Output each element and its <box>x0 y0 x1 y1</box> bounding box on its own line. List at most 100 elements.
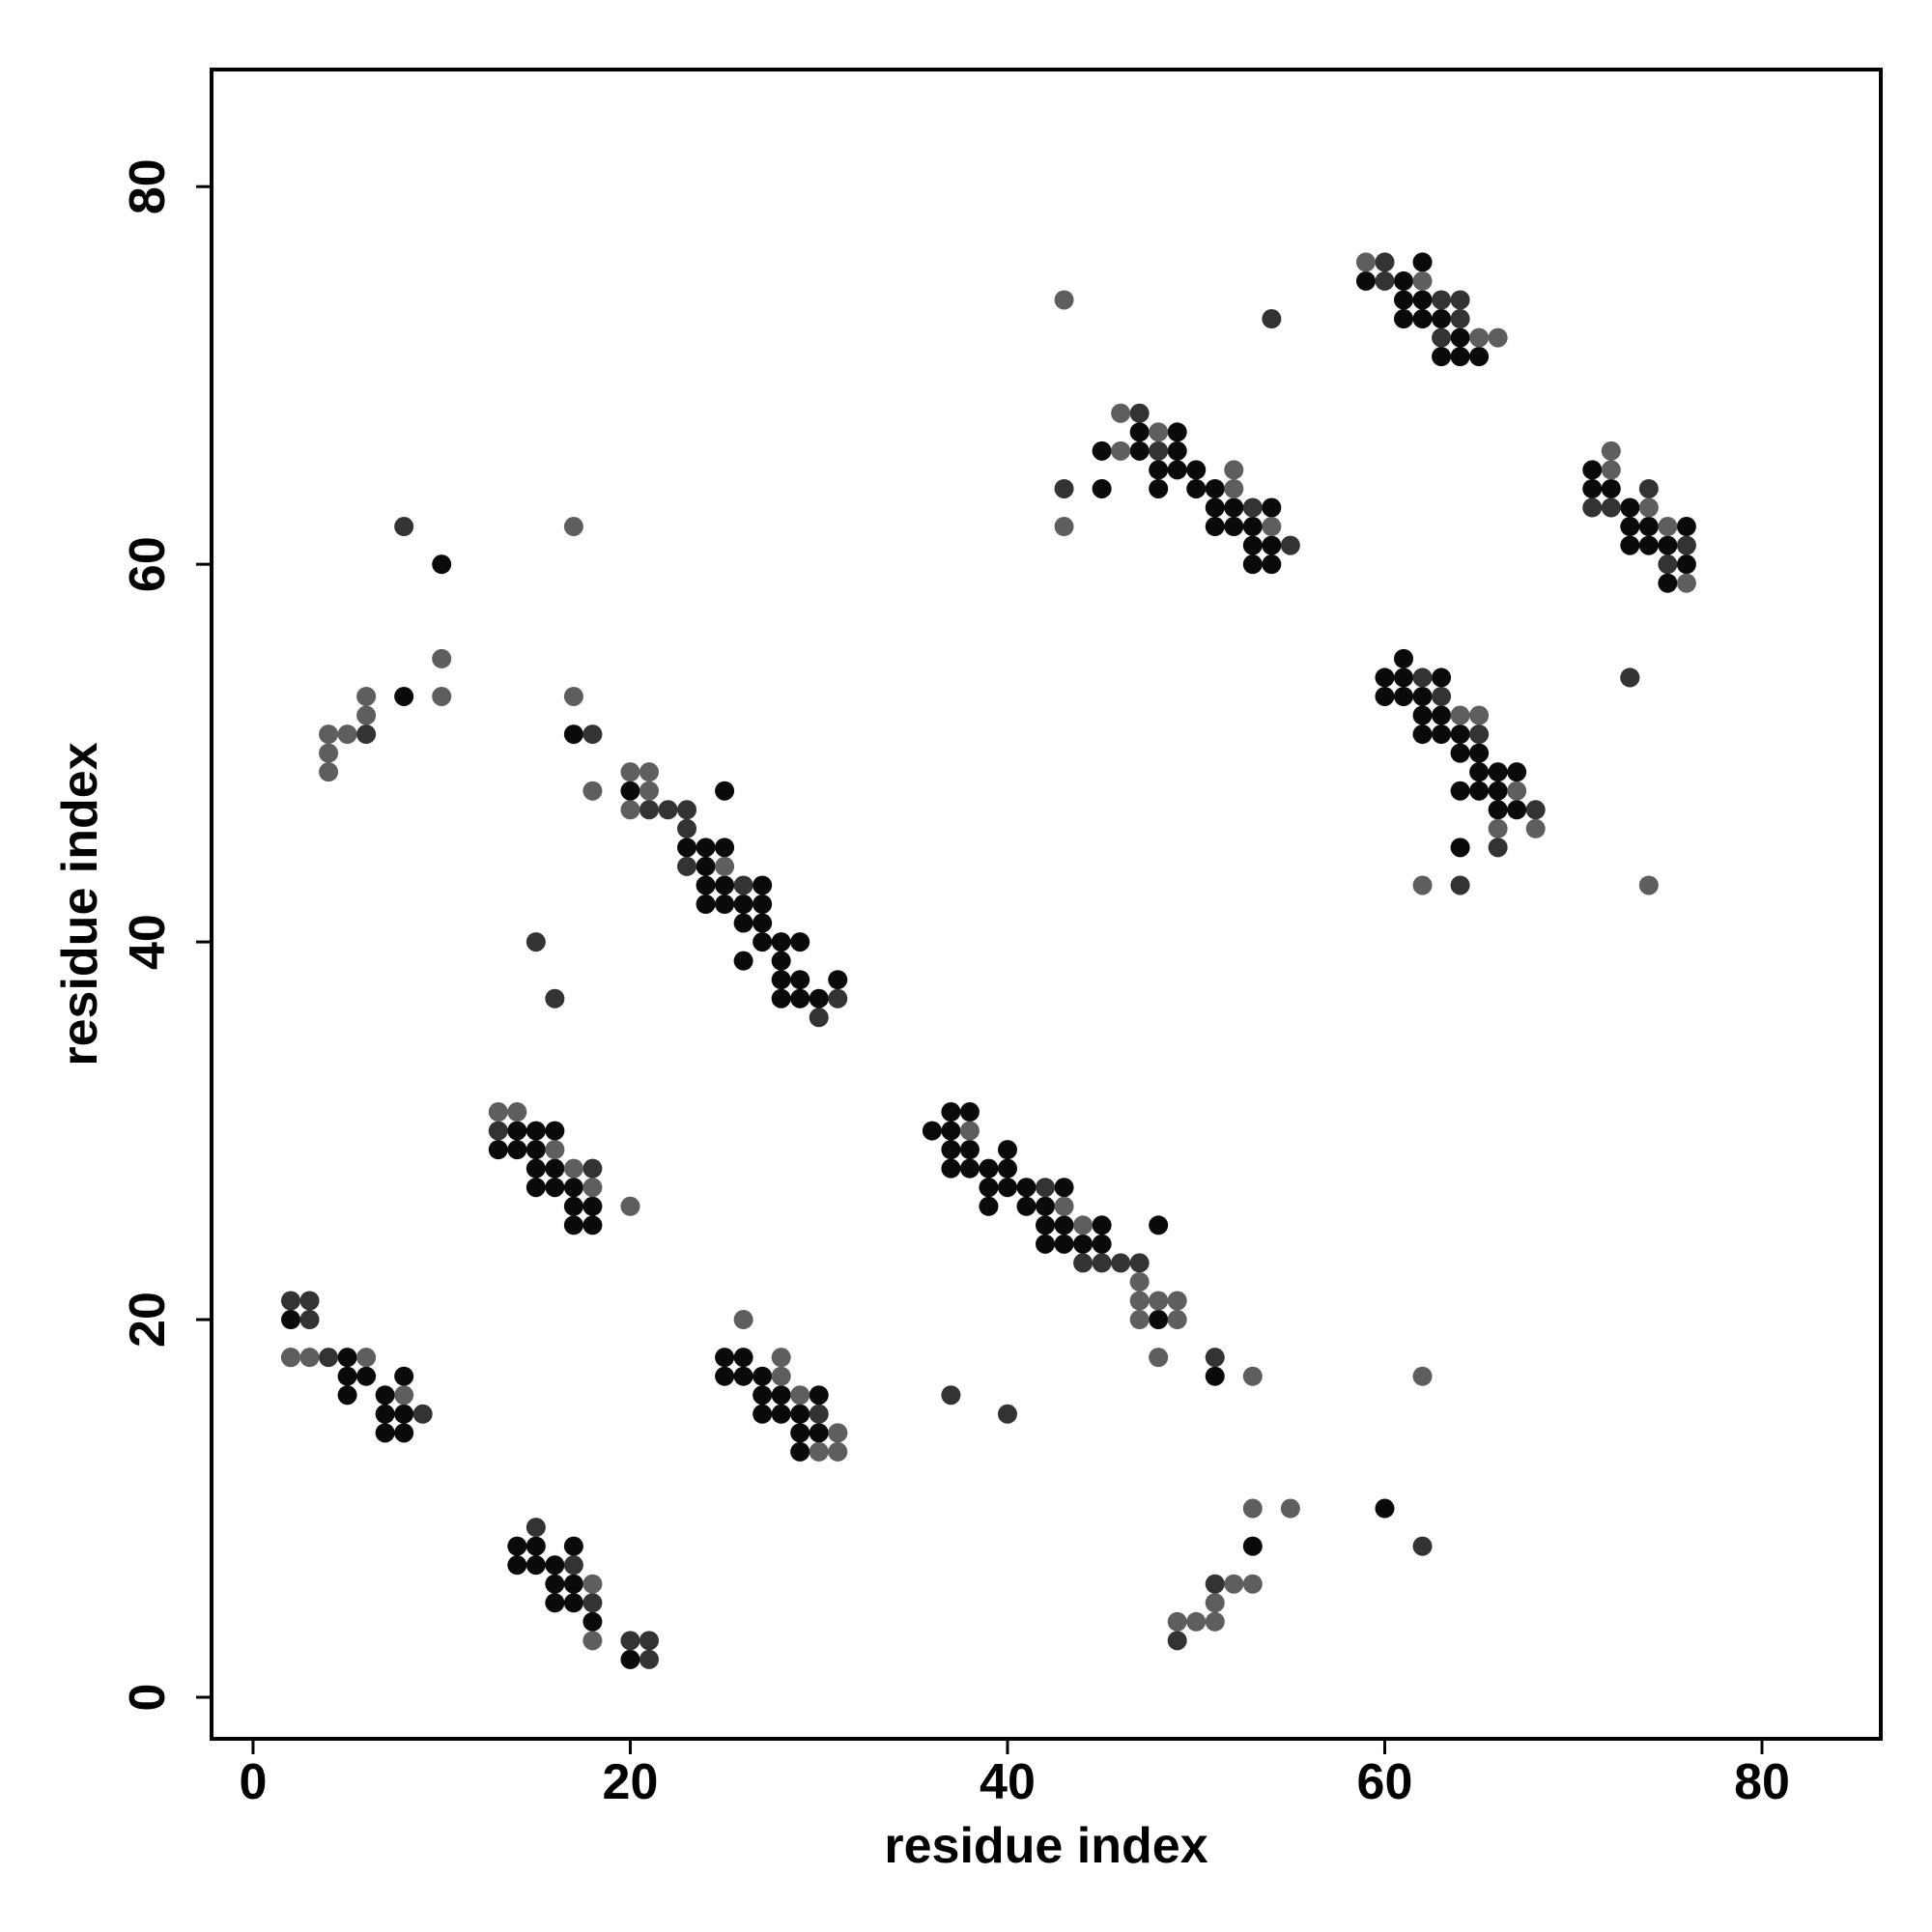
contact-point <box>394 1423 414 1443</box>
contact-point <box>1638 517 1659 537</box>
y-tick-label: 80 <box>120 158 176 214</box>
contact-point <box>1412 705 1433 725</box>
contact-point <box>563 1536 583 1556</box>
contact-point <box>696 895 716 914</box>
contact-point <box>507 1140 527 1160</box>
contact-point <box>1412 686 1433 706</box>
contact-point <box>563 1158 583 1179</box>
contact-point <box>979 1178 999 1198</box>
contact-point <box>1224 1574 1244 1594</box>
contact-point <box>1507 800 1527 820</box>
contact-point <box>337 1385 357 1406</box>
contact-point <box>582 1631 603 1651</box>
contact-point <box>1432 309 1452 329</box>
x-tick-label: 20 <box>603 1754 659 1810</box>
y-tick-label: 20 <box>120 1292 176 1348</box>
contact-point <box>1507 781 1527 801</box>
contact-point <box>1205 517 1225 537</box>
contact-point <box>1262 554 1282 575</box>
contact-point <box>753 875 773 895</box>
contact-point <box>1412 1366 1433 1386</box>
contact-point <box>1676 517 1696 537</box>
contact-point <box>1620 517 1640 537</box>
contact-point <box>1601 460 1621 480</box>
contact-point <box>488 1121 508 1141</box>
contact-point <box>639 800 659 820</box>
contact-point <box>771 988 791 1009</box>
contact-point <box>771 1385 791 1406</box>
x-tick-label: 80 <box>1734 1754 1790 1810</box>
contact-point <box>941 1102 961 1122</box>
contact-point <box>1224 497 1244 518</box>
contact-point <box>715 838 735 858</box>
contact-point <box>1658 517 1678 537</box>
contact-point <box>959 1102 980 1122</box>
contact-point <box>432 686 452 706</box>
contact-point <box>1450 347 1470 367</box>
contact-point <box>922 1121 942 1141</box>
contact-point <box>1450 309 1470 329</box>
contact-point <box>507 1121 527 1141</box>
contact-point <box>319 743 339 763</box>
contact-point <box>281 1310 301 1330</box>
contact-point <box>771 1348 791 1368</box>
contact-point <box>375 1423 395 1443</box>
contact-point <box>1016 1196 1037 1216</box>
contact-point <box>582 1593 603 1613</box>
contact-point <box>582 1215 603 1236</box>
contact-point <box>1167 422 1187 442</box>
contact-point <box>733 913 753 933</box>
contact-point <box>545 1178 565 1198</box>
contact-point <box>563 1178 583 1198</box>
contact-point <box>753 1385 773 1406</box>
contact-point <box>563 1215 583 1236</box>
contact-point <box>1242 1536 1263 1556</box>
contact-point <box>1262 497 1282 518</box>
contact-point <box>1394 668 1414 688</box>
contact-point <box>959 1158 980 1179</box>
contact-point <box>1129 1271 1150 1292</box>
contact-point <box>1582 460 1603 480</box>
contact-point <box>1073 1234 1094 1254</box>
contact-point <box>563 686 583 706</box>
contact-point <box>753 913 773 933</box>
contact-point <box>771 932 791 952</box>
contact-point <box>1149 1310 1169 1330</box>
contact-point <box>337 724 357 745</box>
contact-point <box>790 1385 810 1406</box>
contact-point <box>1450 875 1470 895</box>
contact-point <box>1242 554 1263 575</box>
contact-point <box>1054 1215 1074 1236</box>
contact-point <box>1488 762 1508 782</box>
contact-point <box>1129 1253 1150 1273</box>
y-tick-label: 0 <box>120 1684 176 1712</box>
contact-point <box>394 517 414 537</box>
contact-point <box>997 1158 1017 1179</box>
contact-point <box>545 988 565 1009</box>
contact-point <box>771 1404 791 1424</box>
contact-point <box>753 1404 773 1424</box>
contact-point <box>563 1196 583 1216</box>
contact-point <box>1507 762 1527 782</box>
contact-point <box>1658 535 1678 555</box>
contact-point <box>1167 440 1187 461</box>
contact-point <box>1167 1631 1187 1651</box>
contact-point <box>1469 762 1490 782</box>
contact-point <box>1432 724 1452 745</box>
contact-point <box>1280 535 1300 555</box>
contact-point <box>733 875 753 895</box>
contact-point <box>1111 440 1131 461</box>
contact-point <box>1638 478 1659 498</box>
contact-point <box>715 1366 735 1386</box>
contact-point <box>319 762 339 782</box>
contact-point <box>1469 724 1490 745</box>
contact-point <box>1601 478 1621 498</box>
contact-point <box>620 1196 640 1216</box>
contact-point <box>1149 422 1169 442</box>
contact-point <box>1450 705 1470 725</box>
contact-point <box>1242 517 1263 537</box>
x-tick-label: 40 <box>980 1754 1036 1810</box>
contact-point <box>1355 252 1376 272</box>
contact-point <box>1638 875 1659 895</box>
